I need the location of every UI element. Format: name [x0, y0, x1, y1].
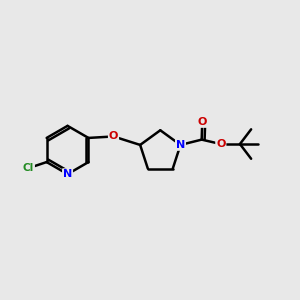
Text: Cl: Cl	[23, 163, 34, 173]
Text: O: O	[198, 117, 207, 127]
Text: N: N	[176, 140, 185, 150]
Text: O: O	[216, 139, 226, 149]
Text: O: O	[109, 131, 118, 142]
Text: N: N	[63, 169, 72, 179]
